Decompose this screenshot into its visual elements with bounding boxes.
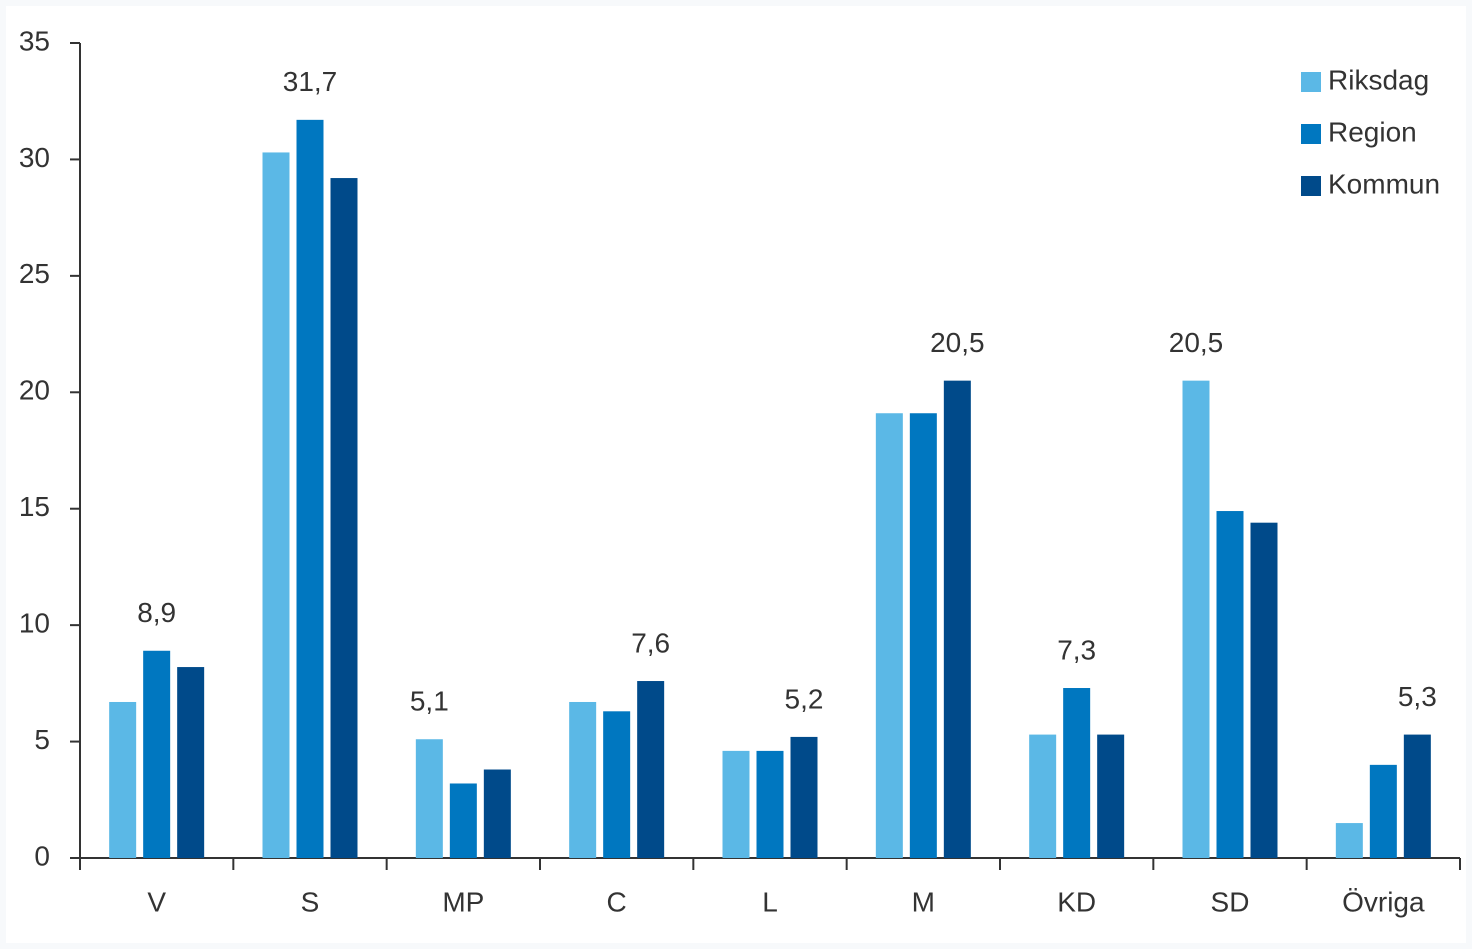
legend-swatch [1301,176,1321,196]
x-tick-label: L [762,886,778,917]
bar [875,413,903,858]
y-tick-label: 35 [19,25,50,56]
bar [1250,522,1278,858]
bar [262,152,290,858]
y-tick-label: 0 [34,840,50,871]
bar [909,413,937,858]
bar [415,739,443,858]
y-tick-label: 15 [19,491,50,522]
data-label: 5,1 [410,686,449,717]
bar [109,701,137,858]
bar [1403,734,1431,858]
bar [143,650,171,858]
data-label: 31,7 [283,66,338,97]
x-tick-label: Övriga [1342,886,1425,917]
bar [177,667,205,858]
bar [1029,734,1057,858]
y-tick-label: 25 [19,258,50,289]
legend-label: Kommun [1328,168,1440,199]
data-label: 5,3 [1398,681,1437,712]
x-tick-label: V [147,886,166,917]
bar [569,701,597,858]
legend-swatch [1301,72,1321,92]
bar [296,119,324,859]
data-label: 8,9 [137,597,176,628]
legend-label: Region [1328,116,1417,147]
legend-label: Riksdag [1328,64,1429,95]
legend-swatch [1301,124,1321,144]
data-label: 7,3 [1057,634,1096,665]
bar [790,736,818,858]
bar [1063,688,1091,858]
bar [449,783,477,858]
x-tick-label: KD [1057,886,1096,917]
bar [1216,511,1244,858]
bar [1182,380,1210,858]
y-tick-label: 30 [19,142,50,173]
bar [637,681,665,858]
x-tick-label: C [607,886,627,917]
x-tick-label: M [912,886,935,917]
data-label: 20,5 [1169,327,1224,358]
y-tick-label: 10 [19,608,50,639]
bar [722,750,750,858]
bar [330,178,358,859]
data-label: 7,6 [631,627,670,658]
data-label: 5,2 [785,683,824,714]
x-tick-label: S [301,886,320,917]
y-tick-label: 20 [19,375,50,406]
bar [483,769,511,858]
x-tick-label: MP [442,886,484,917]
bar [1097,734,1125,858]
bar [943,380,971,858]
x-tick-label: SD [1211,886,1250,917]
bar [1335,823,1363,858]
bar [603,711,631,858]
y-tick-label: 5 [34,724,50,755]
bar [756,750,784,858]
data-label: 20,5 [930,327,985,358]
bar [1369,764,1397,858]
